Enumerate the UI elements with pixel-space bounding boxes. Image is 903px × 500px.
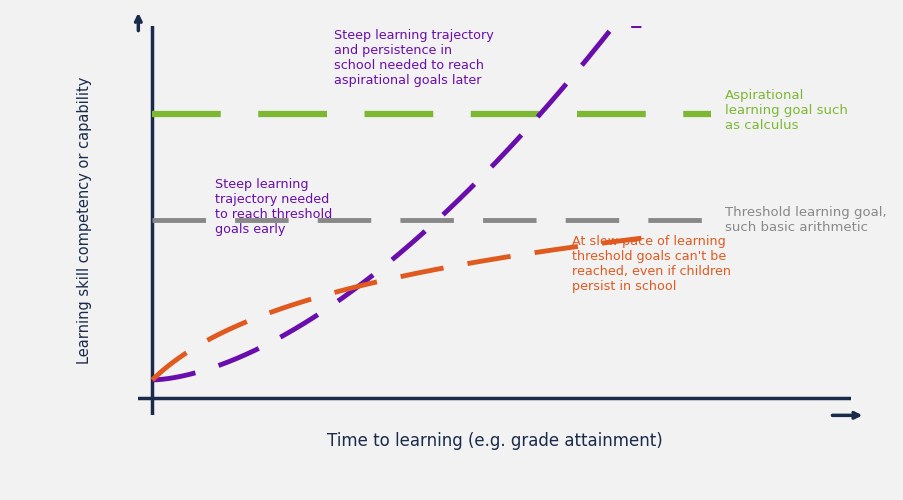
Text: Steep learning trajectory
and persistence in
school needed to reach
aspirational: Steep learning trajectory and persistenc… [333,29,493,87]
Text: Threshold learning goal,
such basic arithmetic: Threshold learning goal, such basic arit… [724,206,886,234]
Text: Aspirational
learning goal such
as calculus: Aspirational learning goal such as calcu… [724,89,847,132]
Text: At slow pace of learning
threshold goals can't be
reached, even if children
pers: At slow pace of learning threshold goals… [571,234,730,292]
Text: Learning skill competency or capability: Learning skill competency or capability [78,77,92,364]
Text: Time to learning (e.g. grade attainment): Time to learning (e.g. grade attainment) [326,432,662,450]
Text: Steep learning
trajectory needed
to reach threshold
goals early: Steep learning trajectory needed to reac… [215,178,332,236]
